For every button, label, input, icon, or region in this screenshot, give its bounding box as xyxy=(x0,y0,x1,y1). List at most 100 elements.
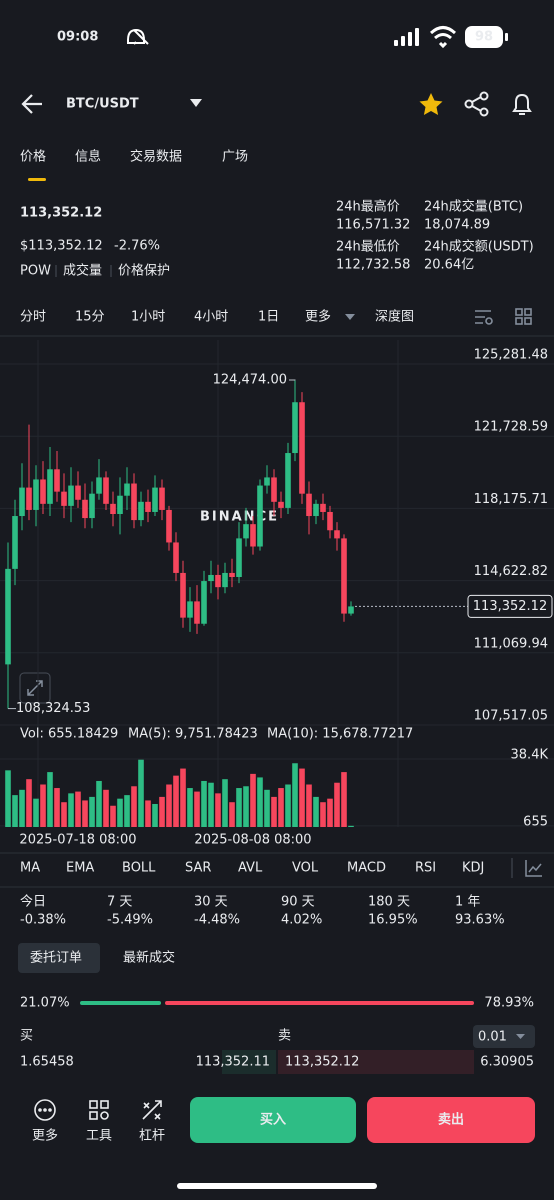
volume-bar xyxy=(12,795,18,827)
volume-bar xyxy=(236,788,242,827)
ask-depth xyxy=(278,1050,474,1074)
stat-label: 24h最高价 xyxy=(336,199,400,215)
period-change: -4.48% xyxy=(194,913,240,928)
share-button[interactable] xyxy=(464,91,489,117)
expand-button[interactable] xyxy=(19,672,51,704)
timeframe[interactable]: 1小时 xyxy=(131,310,165,325)
indicator-tab[interactable]: EMA xyxy=(66,861,94,876)
indicator-tab[interactable]: VOL xyxy=(292,861,319,876)
high-marker-label: 124,474.00 xyxy=(213,373,287,388)
ask-price: 113,352.12 xyxy=(285,1055,359,1070)
precision-arrow xyxy=(516,1034,525,1039)
candle-body xyxy=(327,511,333,531)
candle-body xyxy=(257,485,263,547)
candle-body xyxy=(313,503,319,517)
volume-bar xyxy=(320,802,326,827)
indicator-tab[interactable]: MACD xyxy=(347,861,386,876)
period-change: -5.49% xyxy=(107,913,153,928)
volume-bar xyxy=(159,796,165,827)
candle-body xyxy=(26,487,32,510)
sell-button[interactable] xyxy=(367,1097,535,1143)
volume-bar xyxy=(348,825,354,827)
candle-body xyxy=(110,503,116,515)
volume-bar xyxy=(68,793,74,827)
candle-body xyxy=(222,572,228,588)
tool-label[interactable]: 更多 xyxy=(32,1128,58,1144)
bid-price: 113,352.11 xyxy=(196,1055,270,1070)
volume-bar xyxy=(26,779,32,827)
volume-bar xyxy=(327,798,333,827)
volume-bar xyxy=(54,788,60,827)
candle-body xyxy=(348,606,354,614)
volume-bar xyxy=(89,796,95,827)
volume-bar xyxy=(145,800,151,827)
candle-body xyxy=(145,501,151,512)
indicator-tab[interactable]: SAR xyxy=(185,861,211,876)
volume-bar xyxy=(61,802,67,827)
indicator-tab[interactable]: BOLL xyxy=(122,861,156,876)
indicator-tab[interactable]: RSI xyxy=(415,861,436,876)
indicator-tab[interactable]: MA xyxy=(20,861,40,876)
timeframe[interactable]: 4小时 xyxy=(194,310,228,325)
indicator-tab[interactable]: AVL xyxy=(238,861,263,876)
volume-bar xyxy=(299,768,305,827)
stat-value: 18,074.89 xyxy=(424,218,490,233)
pair-dropdown[interactable] xyxy=(190,99,202,107)
candle-body xyxy=(138,501,144,521)
volume-bar xyxy=(110,805,116,827)
volume-bar xyxy=(173,775,179,827)
tab[interactable]: 广场 xyxy=(222,150,248,165)
candle-body xyxy=(243,524,249,539)
chart-tools[interactable] xyxy=(475,308,532,325)
volume-bar xyxy=(306,784,312,827)
y-tick-label: 121,728.59 xyxy=(474,420,548,435)
tab[interactable]: 信息 xyxy=(75,149,101,165)
y-tick-label: 107,517.05 xyxy=(474,709,548,724)
indicator-tab[interactable]: KDJ xyxy=(462,861,484,876)
favorite-star[interactable] xyxy=(419,93,443,115)
period-label: 1 年 xyxy=(455,895,480,910)
timeframe[interactable]: 更多 xyxy=(305,309,331,325)
indicator-settings[interactable] xyxy=(525,860,542,877)
stat-label: 24h成交额(USDT) xyxy=(424,239,534,255)
volume-bar xyxy=(264,789,270,827)
candle-body xyxy=(208,574,214,582)
x-tick-label: 2025-08-08 08:00 xyxy=(194,833,311,848)
status-icons xyxy=(127,26,508,49)
back-button[interactable] xyxy=(21,94,42,114)
tool-label[interactable]: 工具 xyxy=(86,1129,112,1144)
candle-body xyxy=(187,601,193,618)
candle-body xyxy=(96,477,102,494)
tab[interactable]: 交易数据 xyxy=(130,149,182,165)
orderbook-tab[interactable]: 委托订单 xyxy=(30,951,82,966)
period-change: 4.02% xyxy=(281,913,322,928)
candle-body xyxy=(299,402,305,494)
timeframe[interactable]: 1日 xyxy=(258,310,279,325)
precision-select[interactable] xyxy=(473,1025,535,1048)
period-label: 90 天 xyxy=(281,895,315,910)
stat-value: 20.64亿 xyxy=(424,258,474,273)
period-change: -0.38% xyxy=(20,913,66,928)
orderbook-tab[interactable]: 最新成交 xyxy=(123,950,175,966)
buy-button[interactable] xyxy=(190,1097,356,1143)
timeframe[interactable]: 深度图 xyxy=(375,309,414,325)
timeframe[interactable]: 15分 xyxy=(75,310,105,325)
timeframe[interactable]: 分时 xyxy=(20,310,46,325)
sell-label: 卖出 xyxy=(438,1112,464,1128)
tab[interactable]: 价格 xyxy=(20,149,46,165)
sell-ratio: 78.93% xyxy=(484,996,534,1011)
sell-ratio-bar xyxy=(165,1001,474,1005)
volume-bar xyxy=(117,798,123,827)
candle-body xyxy=(173,542,179,573)
candle-body xyxy=(61,491,67,506)
bid-depth xyxy=(222,1050,276,1074)
alert-bell[interactable] xyxy=(512,93,532,115)
candle-body xyxy=(166,509,172,543)
stat-label: 24h成交量(BTC) xyxy=(424,199,523,215)
volume-bar xyxy=(187,788,193,827)
candle-body xyxy=(82,499,88,519)
volume-bar xyxy=(285,784,291,827)
candle-body xyxy=(180,572,186,618)
volume-bar xyxy=(19,789,25,827)
tool-label[interactable]: 杠杆 xyxy=(139,1128,165,1144)
